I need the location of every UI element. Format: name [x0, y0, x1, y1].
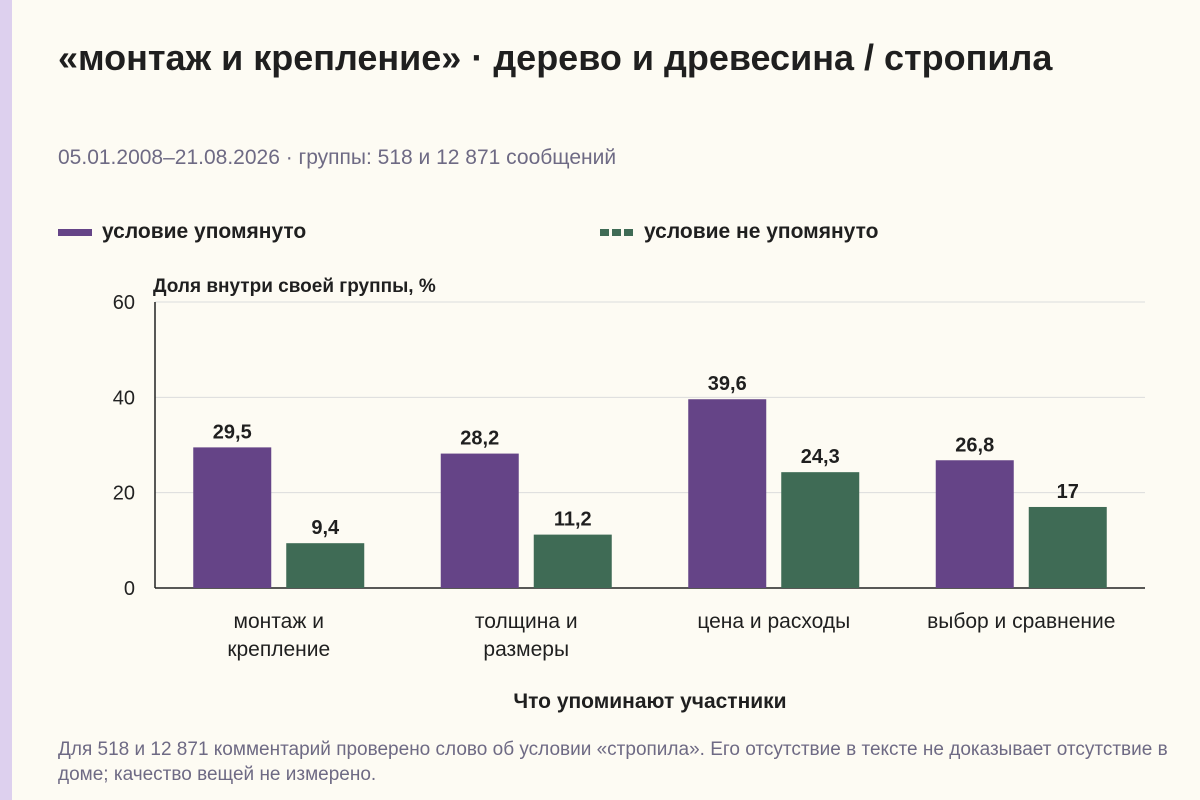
bar: [533, 534, 612, 588]
data-label: 39,6: [708, 373, 747, 395]
footnote: Для 518 и 12 871 комментарий проверено с…: [58, 739, 1168, 785]
y-axis-label: Доля внутри своей группы, %: [153, 276, 436, 297]
bar: [688, 399, 767, 588]
bar: [935, 460, 1014, 588]
x-axis-label: Что упоминают участники: [513, 690, 786, 713]
data-label: 28,2: [460, 428, 499, 450]
legend-label-mentioned: условие упомянуто: [102, 220, 307, 243]
legend-swatch-not-mentioned: [600, 228, 634, 236]
data-label: 9,4: [311, 517, 340, 539]
x-tick-label: выбор и сравнение: [927, 610, 1115, 633]
legend-item-not-mentioned: условие не упомянуто: [600, 220, 878, 244]
x-tick-label: крепление: [227, 638, 330, 661]
y-tick-label: 40: [113, 387, 135, 409]
bar: [781, 472, 860, 588]
legend-swatch-mentioned: [58, 228, 92, 236]
bar: [193, 447, 272, 588]
bar: [1028, 506, 1107, 588]
legend-label-not-mentioned: условие не упомянуто: [644, 220, 879, 243]
data-label: 17: [1057, 481, 1079, 503]
data-label: 29,5: [213, 421, 252, 443]
y-tick-label: 60: [113, 292, 135, 314]
y-tick-label: 20: [113, 483, 135, 505]
x-tick-label: цена и расходы: [697, 610, 850, 633]
data-label: 24,3: [801, 446, 840, 468]
x-tick-label: размеры: [483, 638, 569, 661]
legend-item-mentioned: условие упомянуто: [58, 220, 306, 244]
bar: [440, 453, 519, 588]
chart-title: «монтаж и крепление» · дерево и древесин…: [58, 37, 1053, 78]
bar: [286, 543, 365, 588]
left-accent-bar: [0, 0, 12, 800]
x-tick-label: монтаж и: [234, 610, 324, 633]
x-tick-label: толщина и: [475, 610, 578, 633]
data-label: 26,8: [955, 434, 994, 456]
chart-subtitle: 05.01.2008–21.08.2026 · группы: 518 и 12…: [58, 146, 617, 169]
data-label: 11,2: [554, 509, 592, 531]
y-tick-label: 0: [124, 578, 135, 600]
